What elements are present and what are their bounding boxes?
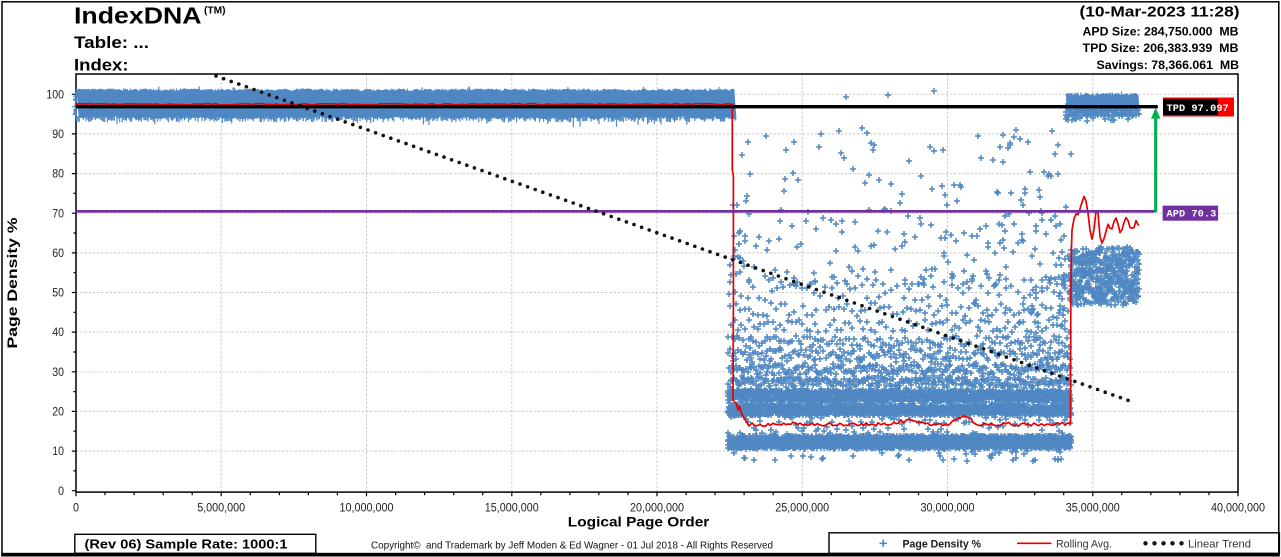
svg-text:Savings: 78,366.061 MB: Savings: 78,366.061 MB bbox=[1097, 59, 1240, 72]
svg-text:APD Size: 284,750.000 MB: APD Size: 284,750.000 MB bbox=[1083, 25, 1239, 38]
svg-text:10,000,000: 10,000,000 bbox=[340, 501, 394, 515]
svg-text:30,000,000: 30,000,000 bbox=[921, 501, 975, 515]
svg-text:35,000,000: 35,000,000 bbox=[1066, 501, 1120, 515]
svg-text:TPD 97.097: TPD 97.097 bbox=[1167, 103, 1229, 115]
svg-text:IndexDNA: IndexDNA bbox=[74, 3, 202, 29]
svg-text:(Rev 06) Sample Rate: 1000:1: (Rev 06) Sample Rate: 1000:1 bbox=[85, 537, 288, 551]
svg-text:Index:: Index: bbox=[74, 56, 129, 75]
svg-text:100: 100 bbox=[46, 87, 64, 101]
svg-text:20,000,000: 20,000,000 bbox=[630, 501, 684, 515]
svg-text:20: 20 bbox=[52, 405, 64, 419]
svg-text:60: 60 bbox=[52, 246, 64, 260]
svg-text:Linear Trend: Linear Trend bbox=[1188, 538, 1251, 550]
svg-text:APD 70.3: APD 70.3 bbox=[1167, 209, 1217, 221]
svg-text:40,000,000: 40,000,000 bbox=[1211, 501, 1265, 515]
svg-text:Logical Page Order: Logical Page Order bbox=[568, 514, 710, 530]
svg-text:(10-Mar-2023 11:28): (10-Mar-2023 11:28) bbox=[1080, 5, 1240, 21]
svg-text:70: 70 bbox=[52, 206, 64, 220]
svg-text:Copyright© and Trademark by J: Copyright© and Trademark by Jeff Moden &… bbox=[371, 540, 773, 551]
svg-text:Table: ...: Table: ... bbox=[74, 33, 149, 52]
svg-text:25,000,000: 25,000,000 bbox=[775, 501, 829, 515]
svg-text:10: 10 bbox=[52, 444, 64, 458]
svg-text:30: 30 bbox=[52, 365, 64, 379]
svg-text:50: 50 bbox=[52, 286, 64, 300]
svg-text:40: 40 bbox=[52, 325, 64, 339]
svg-text:0: 0 bbox=[58, 484, 64, 498]
svg-text:90: 90 bbox=[52, 127, 64, 141]
svg-text:(TM): (TM) bbox=[204, 6, 226, 17]
svg-text:0: 0 bbox=[73, 501, 79, 515]
svg-text:80: 80 bbox=[52, 167, 64, 181]
svg-text:5,000,000: 5,000,000 bbox=[197, 501, 245, 515]
svg-text:TPD Size: 206,383.939 MB: TPD Size: 206,383.939 MB bbox=[1083, 42, 1239, 55]
svg-text:Page Density %: Page Density % bbox=[4, 217, 20, 349]
svg-text:Page Density %: Page Density % bbox=[903, 538, 982, 550]
svg-text:Rolling Avg.: Rolling Avg. bbox=[1056, 538, 1112, 550]
svg-text:15,000,000: 15,000,000 bbox=[485, 501, 539, 515]
